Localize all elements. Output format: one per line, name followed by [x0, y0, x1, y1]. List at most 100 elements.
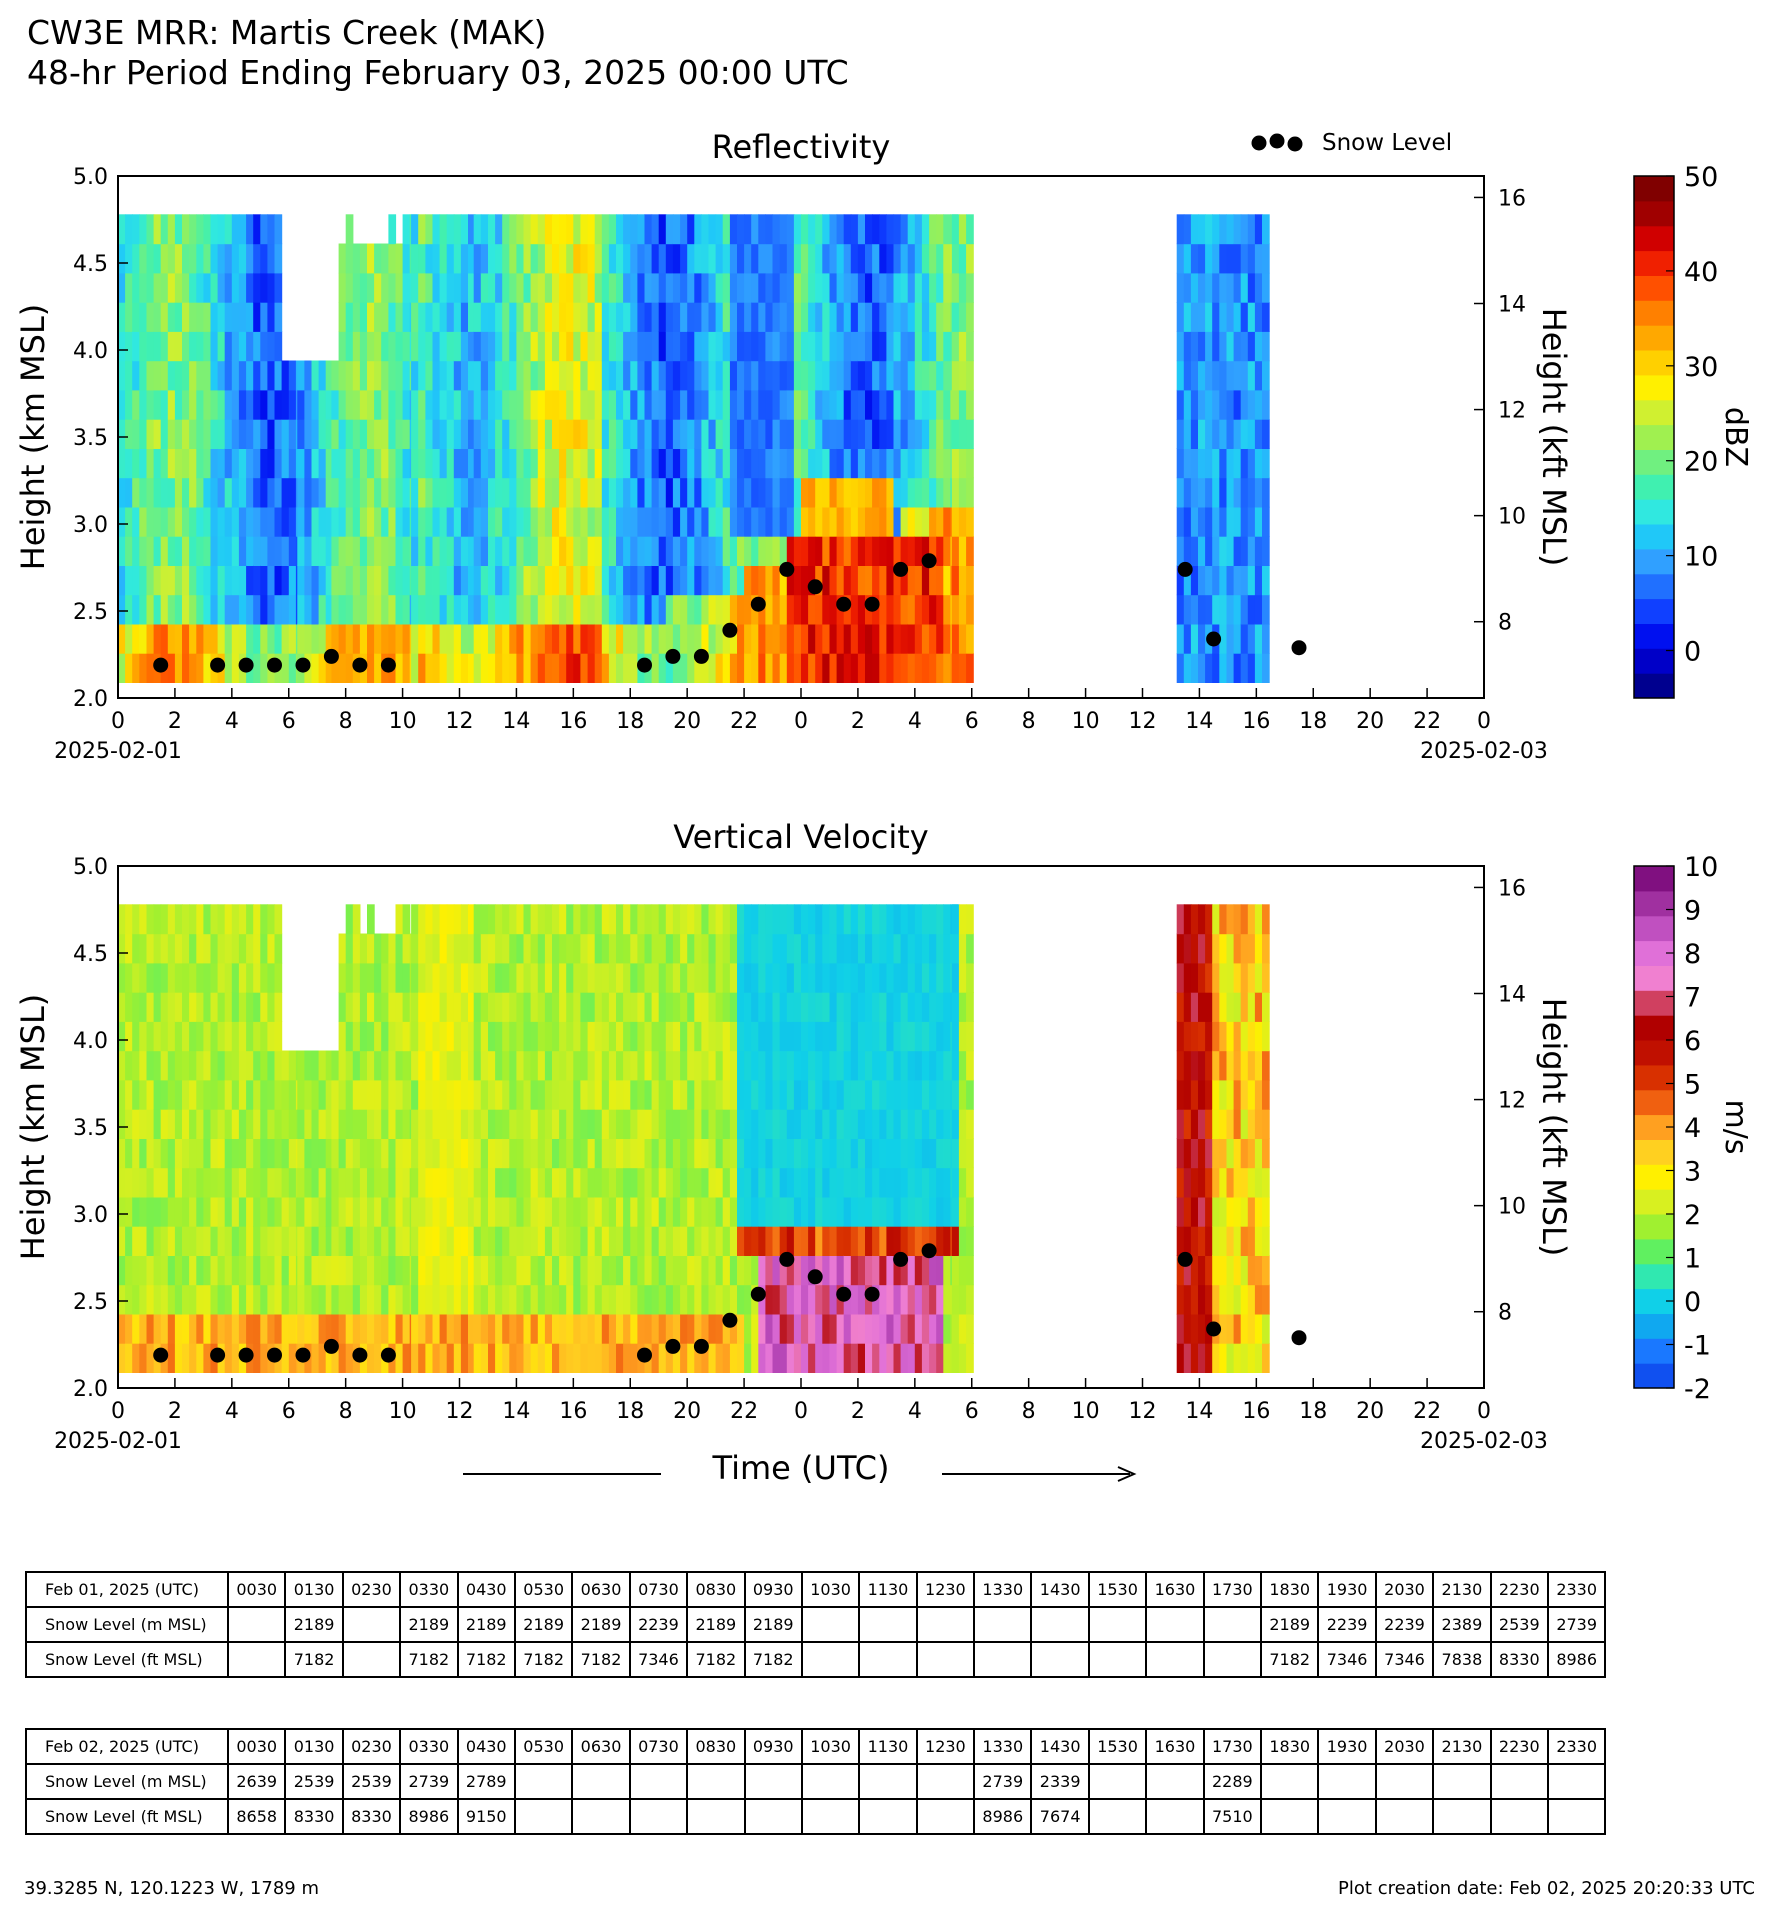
- heatmap-cell: [304, 1079, 313, 1110]
- heatmap-cell: [530, 594, 539, 625]
- heatmap-cell: [708, 565, 717, 596]
- heatmap-cell: [900, 565, 909, 596]
- heatmap-cell: [907, 1109, 916, 1139]
- heatmap-cell: [737, 653, 745, 683]
- heatmap-cell: [297, 1167, 305, 1198]
- heatmap-cell: [1190, 1079, 1199, 1110]
- heatmap-cell: [125, 1255, 133, 1286]
- heatmap-cell: [238, 1167, 247, 1198]
- heatmap-cell: [1219, 1109, 1227, 1139]
- heatmap-cell: [1219, 1138, 1227, 1169]
- heatmap-cell: [623, 992, 631, 1022]
- heatmap-cell: [281, 594, 290, 625]
- heatmap-cell: [432, 360, 441, 391]
- heatmap-cell: [701, 506, 710, 537]
- table-row-label: Snow Level (ft MSL): [25, 1798, 229, 1835]
- heatmap-cell: [146, 302, 155, 332]
- heatmap-cell: [210, 623, 219, 654]
- heatmap-cell: [1198, 302, 1206, 332]
- heatmap-cell: [439, 904, 448, 935]
- heatmap-cell: [623, 419, 631, 449]
- heatmap-cell: [793, 1167, 802, 1198]
- heatmap-cell: [224, 1284, 233, 1315]
- heatmap-cell: [544, 1079, 553, 1110]
- heatmap-cell: [495, 992, 503, 1022]
- heatmap-cell: [630, 1226, 638, 1256]
- heatmap-cell: [786, 1226, 795, 1256]
- heatmap-cell: [907, 565, 916, 596]
- heatmap-cell: [516, 360, 525, 391]
- heatmap-cell: [374, 565, 382, 596]
- heatmap-cell: [815, 1050, 823, 1081]
- heatmap-cell: [857, 1313, 866, 1344]
- heatmap-cell: [274, 243, 283, 274]
- x-tick-label: 14: [1185, 1399, 1213, 1424]
- heatmap-cell: [701, 419, 710, 449]
- heatmap-cell: [951, 272, 960, 303]
- heatmap-cell: [943, 1167, 951, 1198]
- heatmap-cell: [815, 331, 823, 362]
- heatmap-cell: [502, 1021, 510, 1052]
- heatmap-cell: [715, 331, 724, 362]
- heatmap-cell: [432, 214, 441, 245]
- heatmap-cell: [125, 992, 133, 1022]
- heatmap-cell: [189, 1343, 197, 1373]
- heatmap-cell: [260, 1196, 268, 1227]
- heatmap-cell: [544, 389, 553, 420]
- heatmap-cell: [966, 992, 974, 1022]
- heatmap-cell: [146, 565, 155, 596]
- heatmap-cell: [587, 1284, 596, 1315]
- heatmap-cell: [552, 1167, 560, 1198]
- heatmap-cell: [921, 448, 930, 479]
- heatmap-cell: [253, 214, 261, 245]
- heatmap-cell: [1205, 565, 1213, 596]
- heatmap-cell: [786, 331, 795, 362]
- heatmap-cell: [687, 1138, 695, 1169]
- heatmap-cell: [779, 1079, 788, 1110]
- heatmap-cell: [146, 1343, 155, 1373]
- heatmap-cell: [729, 331, 738, 362]
- heatmap-cell: [715, 1079, 724, 1110]
- heatmap-cell: [182, 962, 190, 993]
- heatmap-cell: [203, 904, 212, 935]
- colorbar-segment: [1634, 673, 1674, 699]
- heatmap-cell: [402, 389, 411, 420]
- heatmap-cell: [921, 214, 930, 245]
- heatmap-cell: [238, 214, 247, 245]
- heatmap-cell: [1190, 331, 1199, 362]
- heatmap-cell: [359, 302, 368, 332]
- heatmap-cell: [744, 1196, 752, 1227]
- heatmap-cell: [729, 360, 738, 391]
- heatmap-cell: [460, 653, 469, 683]
- heatmap-cell: [929, 331, 937, 362]
- heatmap-cell: [573, 448, 581, 479]
- heatmap-cell: [715, 536, 724, 566]
- heatmap-cell: [446, 389, 455, 420]
- heatmap-cell: [153, 331, 162, 362]
- heatmap-cell: [125, 214, 133, 245]
- heatmap-cell: [182, 1109, 190, 1139]
- heatmap-cell: [388, 1138, 397, 1169]
- heatmap-cell: [502, 419, 510, 449]
- heatmap-cell: [623, 389, 631, 420]
- table-value-cell: [858, 1798, 918, 1835]
- table-value-cell: [858, 1641, 918, 1678]
- heatmap-cell: [189, 1079, 197, 1110]
- heatmap-cell: [418, 904, 426, 935]
- heatmap-cell: [1254, 1079, 1263, 1110]
- heatmap-cell: [139, 1138, 147, 1169]
- heatmap-cell: [865, 1313, 873, 1344]
- heatmap-cell: [943, 1138, 951, 1169]
- heatmap-cell: [1198, 243, 1206, 274]
- heatmap-cell: [374, 1255, 382, 1286]
- heatmap-cell: [601, 389, 610, 420]
- heatmap-cell: [217, 904, 226, 935]
- heatmap-cell: [1219, 962, 1227, 993]
- heatmap-cell: [616, 594, 624, 625]
- heatmap-cell: [680, 331, 688, 362]
- heatmap-cell: [921, 594, 930, 625]
- heatmap-cell: [318, 506, 327, 537]
- heatmap-cell: [381, 565, 389, 596]
- heatmap-cell: [715, 1021, 724, 1052]
- heatmap-cell: [1190, 1226, 1199, 1256]
